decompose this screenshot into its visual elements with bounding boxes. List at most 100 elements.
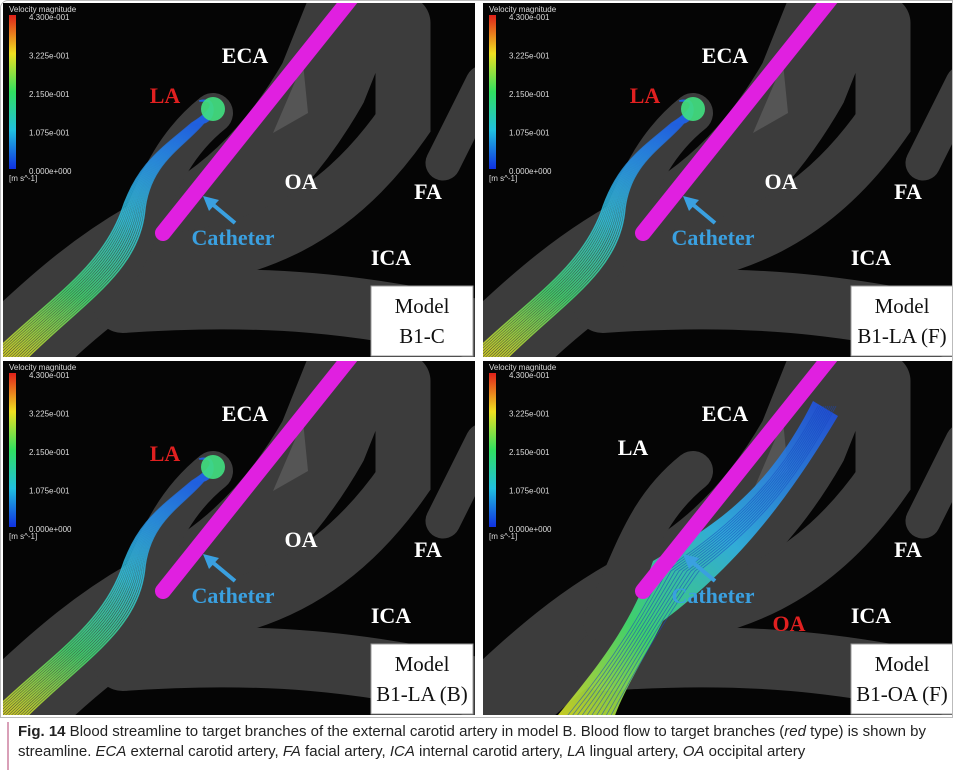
label-eca: ECA [222,401,269,426]
streamline [577,405,823,715]
vessel-fa [905,69,952,181]
vessel-la [583,451,713,641]
colorbar-tick: 1.075e-001 [509,129,550,138]
arrow-head [203,554,219,569]
colorbar-unit: [m s^-1] [489,532,517,541]
colorbar-tick: 3.225e-001 [29,52,70,61]
vessel-oa [273,63,308,133]
caption-text: facial artery, [300,743,390,760]
model-box [850,285,952,357]
caption-bar [7,722,9,770]
model-name: B1-LA (B) [376,682,468,706]
caption-text: ECA [95,743,127,760]
colorbar-title: Velocity magnitude [9,5,77,14]
colorbar-tick: 2.150e-001 [29,90,70,99]
colorbar-tick: 1.075e-001 [509,487,550,496]
colorbar-unit: [m s^-1] [9,174,37,183]
label-eca: ECA [222,43,269,68]
colorbar-tick: 2.150e-001 [509,90,550,99]
vessel-ica [605,3,911,291]
panel-image [3,3,475,357]
colorbar [489,373,496,527]
streamline-end [201,455,225,479]
caption-text: occipital artery [704,743,806,760]
label-la: LA [150,441,181,466]
streamline-end [201,97,225,121]
colorbar-tick: 4.300e-001 [509,371,550,380]
caption-label: Fig. 14 [18,723,66,740]
catheter [155,3,358,241]
vessel-ica [125,3,431,291]
label-fa: FA [414,179,442,204]
label-oa: OA [285,169,318,194]
figure: Velocity magnitude 4.300e-001 3.225e-001 2.… [0,0,953,718]
colorbar-title: Velocity magnitude [9,363,77,372]
model-label: Model [875,294,930,318]
label-fa: FA [894,537,922,562]
streamline [586,405,827,715]
colorbar [489,15,496,169]
caption: Fig. 14 Blood streamline to target branc… [18,722,943,762]
catheter [635,361,838,599]
label-oa: OA [285,527,318,552]
arrow [209,559,237,583]
arrow [209,201,237,225]
streamline [596,405,831,715]
caption-text: FA [282,743,301,760]
colorbar-tick: 0.000e+000 [29,167,72,176]
caption-text: lingual artery, [585,743,683,760]
colorbar [9,15,16,169]
streamline [581,405,825,715]
vessel-oa [273,421,308,491]
vessel-oa [753,63,788,133]
label-ica: ICA [371,603,411,628]
catheter [635,3,838,241]
colorbar [9,373,16,527]
vessel-fa [905,427,952,539]
label-la: LA [618,435,649,460]
streamline [601,405,833,715]
arrow-head [203,196,219,211]
caption-text: type) is shown by streamline. [18,723,926,760]
label-catheter: Catheter [671,225,754,250]
label-ica: ICA [851,245,891,270]
colorbar-tick: 4.300e-001 [29,13,70,22]
label-ica: ICA [371,245,411,270]
colorbar-tick: 2.150e-001 [29,448,70,457]
streamline [605,405,835,715]
caption-text: external carotid artery, [126,743,283,760]
streamline-end [681,97,705,121]
figure-panels: Velocity magnitude4.300e-0013.225e-0012.… [3,3,952,715]
vessel-ica [125,361,431,649]
vessel-fa [425,425,475,539]
arrow-head [683,554,699,569]
model-label: Model [875,652,930,676]
label-catheter: Catheter [671,583,754,608]
model-box [370,643,474,715]
label-oa: OA [773,611,806,636]
arrow [689,559,717,583]
colorbar-tick: 3.225e-001 [29,410,70,419]
colorbar-tick: 0.000e+000 [29,525,72,534]
colorbar-tick: 1.075e-001 [29,487,70,496]
colorbar-tick: 4.300e-001 [29,371,70,380]
colorbar-tick: 4.300e-001 [509,13,550,22]
label-catheter: Catheter [191,583,274,608]
arrow-head [683,196,699,211]
caption-text: red [784,723,806,740]
colorbar-title: Velocity magnitude [489,5,557,14]
caption-text: internal carotid artery, [414,743,568,760]
caption-text: ICA [389,743,415,760]
model-box [370,285,474,357]
colorbar-title: Velocity magnitude [489,363,557,372]
model-label: Model [395,652,450,676]
model-name: B1-C [399,324,445,348]
model-box [850,643,952,715]
panel-image [3,361,475,715]
panel-image [483,3,952,357]
colorbar-tick: 3.225e-001 [509,52,550,61]
